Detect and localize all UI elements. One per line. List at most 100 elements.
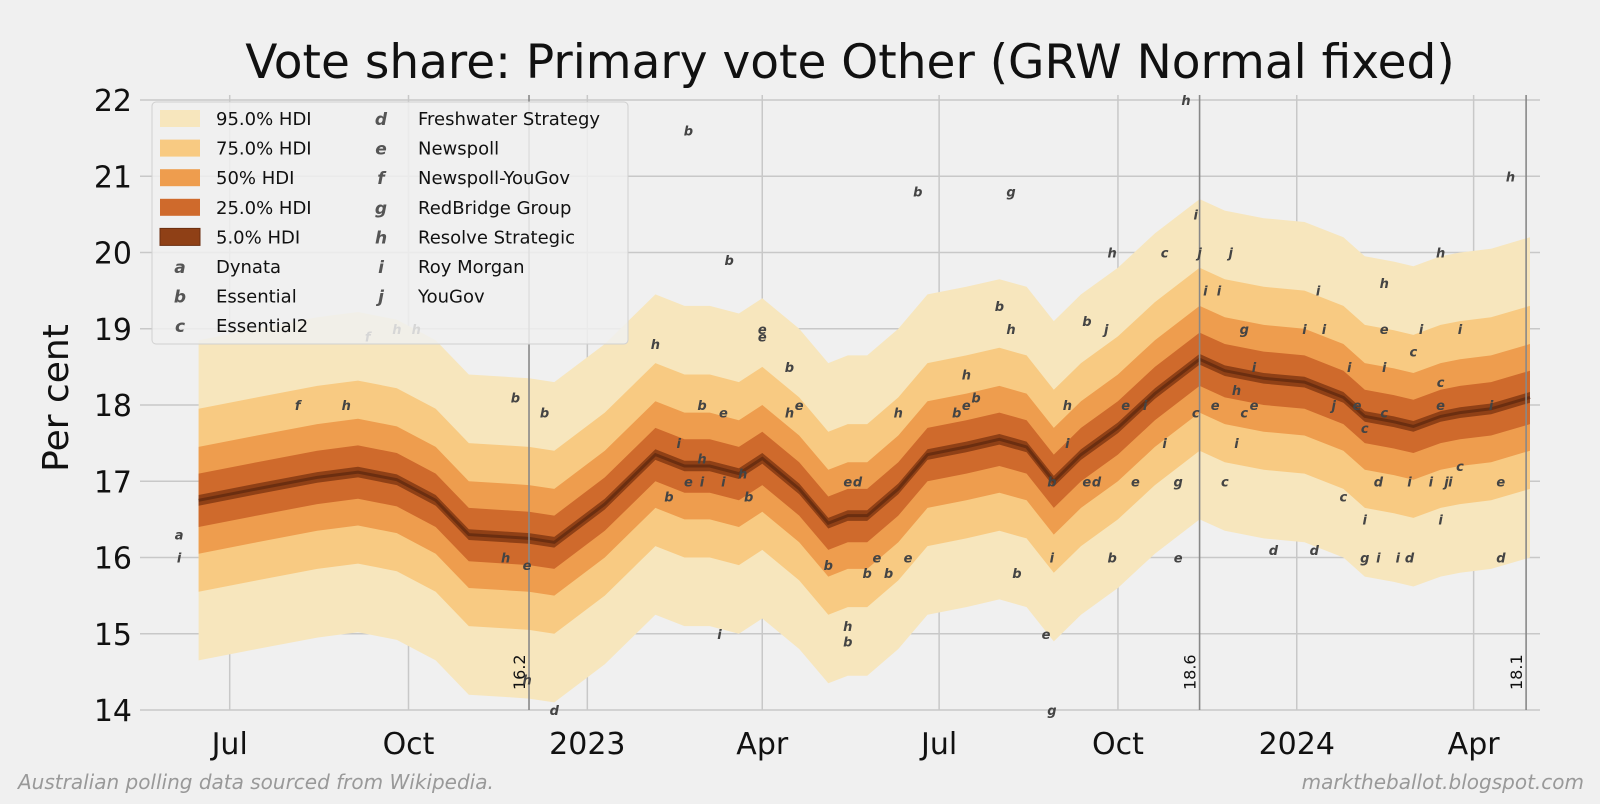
legend-marker: a [174, 258, 185, 278]
poll-marker: c [1240, 407, 1248, 422]
y-axis-label: Per cent [36, 324, 77, 472]
legend-swatch [160, 198, 200, 216]
legend-pollster-label: Dynata [216, 257, 281, 278]
poll-marker: i [1489, 399, 1494, 414]
legend-pollster-label: Roy Morgan [418, 257, 525, 278]
poll-marker: c [1161, 247, 1169, 262]
poll-marker: e [1131, 475, 1140, 490]
poll-marker: i [676, 437, 681, 452]
poll-marker: e [1380, 323, 1389, 338]
poll-marker: e [843, 475, 852, 490]
chart-title: Vote share: Primary vote Other (GRW Norm… [245, 35, 1454, 90]
poll-marker: h [738, 468, 747, 483]
poll-marker: i [1407, 475, 1412, 490]
reference-line-label: 18.1 [1507, 654, 1526, 690]
poll-marker: d [1496, 552, 1506, 567]
poll-marker: i [1143, 399, 1148, 414]
poll-marker: e [1121, 399, 1130, 414]
legend-band-label: 75.0% HDI [216, 139, 312, 160]
poll-marker: d [1374, 475, 1384, 490]
y-tick-label: 22 [94, 84, 132, 119]
poll-marker: d [1405, 552, 1415, 567]
poll-marker: i [1396, 552, 1401, 567]
x-tick-label: Apr [736, 727, 789, 762]
poll-marker: b [1012, 567, 1021, 582]
poll-marker: i [1203, 285, 1208, 300]
poll-marker: i [1193, 208, 1198, 223]
poll-marker: e [1436, 399, 1445, 414]
poll-marker: h [342, 399, 351, 414]
legend-swatch [160, 139, 200, 157]
poll-marker: b [913, 186, 922, 201]
poll-marker: i [1363, 513, 1368, 528]
poll-marker: b [540, 407, 549, 422]
legend-marker: g [375, 199, 387, 219]
poll-marker: e [904, 552, 913, 567]
poll-marker: g [1360, 552, 1369, 567]
poll-marker: i [1438, 513, 1443, 528]
poll-marker: i [1448, 475, 1453, 490]
y-tick-label: 15 [94, 618, 132, 653]
poll-marker: d [550, 704, 560, 719]
poll-marker: i [1419, 323, 1424, 338]
poll-marker: j [1226, 247, 1233, 262]
poll-marker: d [1092, 475, 1102, 490]
legend-marker: f [377, 169, 387, 189]
poll-marker: b [1047, 475, 1056, 490]
poll-marker: i [1217, 285, 1222, 300]
poll-marker: a [175, 529, 184, 544]
poll-marker: d [1310, 544, 1320, 559]
legend-pollster-label: Newspoll-YouGov [418, 168, 570, 189]
poll-marker: b [684, 125, 693, 140]
poll-marker: c [1192, 407, 1200, 422]
poll-marker: h [1006, 323, 1015, 338]
reference-lines: 16.2 18.6 18.1 [510, 95, 1527, 710]
poll-marker: i [1050, 552, 1055, 567]
hdi-bands [198, 199, 1531, 703]
poll-marker: i [1316, 285, 1321, 300]
poll-marker: c [1380, 407, 1388, 422]
poll-marker: i [1065, 437, 1070, 452]
x-tick-label: Jul [210, 727, 248, 762]
median-line [198, 357, 1531, 544]
poll-marker: i [721, 475, 726, 490]
legend-swatch [160, 110, 200, 127]
y-tick-label: 20 [94, 237, 132, 272]
poll-marker: h [651, 338, 660, 353]
poll-marker: b [843, 635, 852, 650]
poll-marker: i [1322, 323, 1327, 338]
legend-band-label: 5.0% HDI [216, 227, 300, 248]
hdi-band [198, 332, 1531, 569]
legend-marker: c [175, 317, 185, 337]
legend-band-label: 25.0% HDI [216, 198, 312, 219]
legend-marker: j [375, 288, 385, 308]
legend: 95.0% HDI 75.0% HDI 50% HDI 25.0% HDI 5.0% H… [151, 101, 629, 345]
poll-marker: e [795, 399, 804, 414]
poll-marker: c [1221, 475, 1229, 490]
poll-marker: e [758, 323, 767, 338]
y-tick-label: 18 [94, 389, 132, 424]
legend-pollster-label: Freshwater Strategy [418, 109, 600, 130]
poll-marker: j [1102, 323, 1109, 338]
y-tick-label: 21 [94, 160, 132, 195]
poll-marker: h [1107, 247, 1116, 262]
poll-marker: h [522, 674, 531, 689]
legend-pollster-label: RedBridge Group [418, 198, 571, 219]
poll-marker: b [863, 567, 872, 582]
poll-marker: h [1506, 170, 1515, 185]
poll-marker: i [717, 628, 722, 643]
poll-marker: e [1353, 399, 1362, 414]
poll-marker: i [700, 475, 705, 490]
poll-marker: b [1082, 315, 1091, 330]
y-tick-label: 16 [94, 542, 132, 577]
poll-marker: e [523, 559, 532, 574]
poll-marker: d [853, 475, 863, 490]
poll-marker: e [1082, 475, 1091, 490]
poll-marker: e [1211, 399, 1220, 414]
legend-marker: e [375, 140, 387, 160]
footer-source: Australian polling data sourced from Wik… [16, 770, 494, 794]
legend-pollster-label: Newspoll [418, 139, 499, 160]
legend-marker: d [375, 110, 388, 130]
poll-marker: i [1382, 361, 1387, 376]
poll-marker: b [725, 254, 734, 269]
